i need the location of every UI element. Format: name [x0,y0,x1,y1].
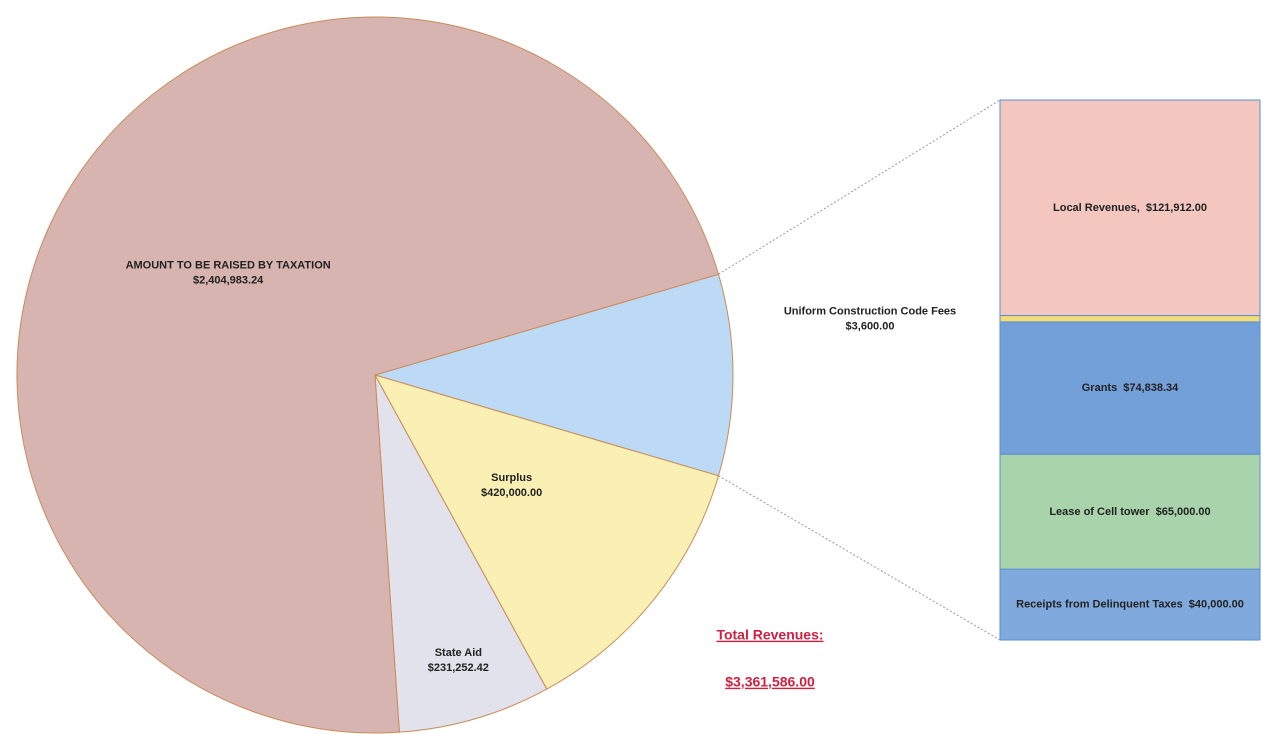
bar-label-value: $121,912.00 [1146,202,1207,214]
slice-value-label: $420,000.00 [481,487,542,499]
bar-segment [999,568,1261,641]
bar-of-pie: Local Revenues, $121,912.00 Uniform Constr… [718,99,1261,641]
bar-label-name: Local Revenues, [1053,202,1140,214]
bar-label-value: $3,600.00 [846,321,895,333]
bar-label-value: $65,000.00 [1156,506,1211,518]
bar-label-name: Receipts from Delinquent Taxes [1016,599,1183,611]
bar-label-name: Lease of Cell tower [1049,506,1150,518]
bar-label-value: $74,838.34 [1123,382,1179,394]
pie-slice-other [373,273,734,477]
slice-label: Surplus [491,472,532,484]
bar-segment [999,453,1261,570]
bar-label: Local Revenues, $121,912.00 [1053,202,1207,214]
slice-label: AMOUNT TO BE RAISED BY TAXATION [126,260,331,272]
pie-slice [374,374,548,733]
connector-line [718,475,1001,641]
slice-label: State Aid [435,647,482,659]
bar-label: Grants $74,838.34 [1082,382,1179,394]
bar-segment [999,99,1261,317]
bar-segment [999,315,1261,323]
bar-segment [999,321,1261,455]
bar-label-name: Grants [1082,382,1117,394]
pie-slice [373,374,720,690]
total-label: Total Revenues: [716,627,823,643]
slice-value-label: $2,404,983.24 [193,275,264,287]
bar-label: Receipts from Delinquent Taxes $40,000.00 [1016,599,1244,611]
bar-label-name: Uniform Construction Code Fees [784,306,956,318]
bar-label: Lease of Cell tower $65,000.00 [1049,506,1210,518]
pie: Surplus $420,000.00 State Aid $231,252.42 AM… [16,16,734,734]
bar-label-value: $40,000.00 [1189,599,1244,611]
slice-value-label: $231,252.42 [428,662,489,674]
connector-line [718,99,1001,275]
total-value: $3,361,586.00 [725,674,815,690]
pie-slice [16,16,720,734]
